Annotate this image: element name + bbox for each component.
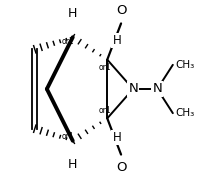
Text: O: O (116, 161, 126, 174)
Text: H: H (112, 34, 121, 47)
Text: CH₃: CH₃ (175, 60, 195, 70)
Text: H: H (68, 158, 77, 171)
Text: H: H (112, 131, 121, 144)
Text: or1: or1 (62, 132, 74, 141)
Text: N: N (152, 82, 162, 96)
Text: N: N (128, 82, 138, 96)
Text: or1: or1 (99, 106, 111, 115)
Text: or1: or1 (62, 37, 74, 46)
Text: or1: or1 (99, 63, 111, 72)
Text: H: H (68, 7, 77, 20)
Text: O: O (116, 4, 126, 17)
Text: CH₃: CH₃ (175, 108, 195, 118)
